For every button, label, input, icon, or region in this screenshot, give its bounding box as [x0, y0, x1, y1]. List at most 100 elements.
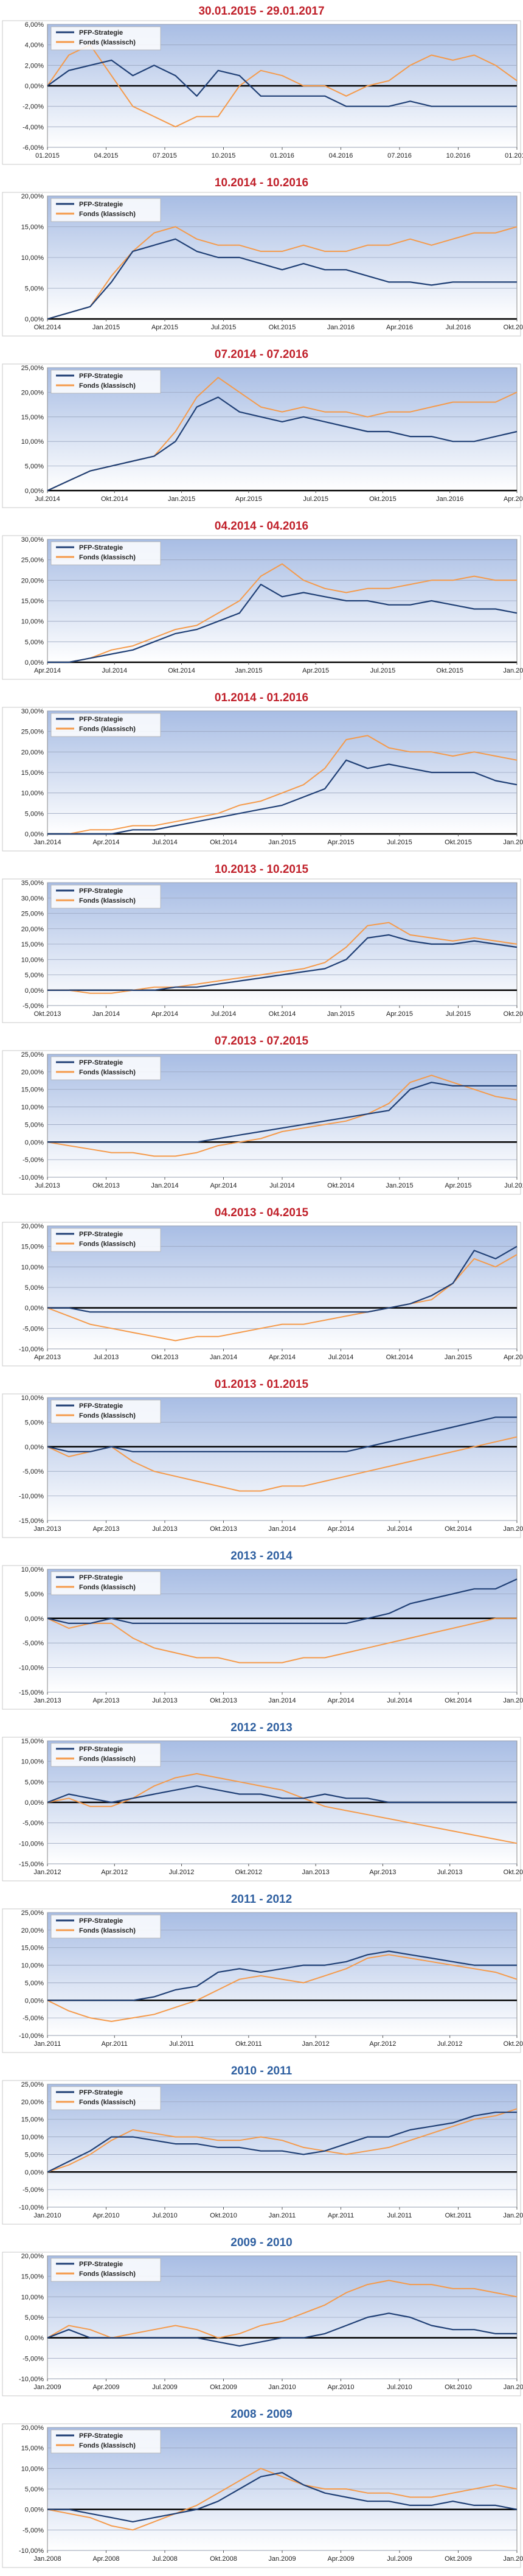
y-tick-label: 2,00%: [25, 62, 44, 69]
chart-panel: 2013 - 2014 -15,00% -10,00% -5,00% 0,00% 5,00…: [0, 1546, 523, 1715]
y-tick-label: 0,00%: [25, 1139, 44, 1146]
series-line-fonds-klassisch: [47, 563, 517, 663]
x-tick-label: Okt.2013: [151, 1354, 179, 1361]
line-chart: -5,00% 0,00% 5,00% 10,00% 15,00% 20,00% 25,00%…: [2, 878, 523, 1023]
x-tick-label: Okt.2014: [34, 324, 61, 331]
x-tick-label: Jul.2015: [446, 1010, 471, 1018]
line-chart: -10,00% -5,00% 0,00% 5,00% 10,00% 15,00% 20,00…: [2, 1222, 523, 1367]
x-tick-label: 04.2016: [329, 152, 353, 159]
x-tick-label: Jul.2011: [387, 2212, 412, 2219]
y-tick-label: 0,00%: [25, 1305, 44, 1312]
line-chart: -10,00% -5,00% 0,00% 5,00% 10,00% 15,00% 20,00…: [2, 2252, 523, 2396]
x-tick-label: Jan.2013: [33, 1697, 61, 1704]
legend: PFP-Strategie Fonds (klassisch): [50, 884, 161, 909]
x-tick-label: Okt.2014: [168, 667, 195, 674]
y-tick-label: 5,00%: [25, 1591, 44, 1598]
legend-label: PFP-Strategie: [79, 2432, 123, 2440]
y-tick-label: 4,00%: [25, 42, 44, 49]
series-line-fonds-klassisch: [47, 44, 518, 128]
chart-title: 01.2013 - 01.2015: [214, 1378, 309, 1391]
series-line-pfp-strategie: [47, 2471, 518, 2522]
x-tick-label: Jan.2015: [445, 1354, 472, 1361]
legend-label: PFP-Strategie: [79, 1059, 123, 1066]
y-tick-label: 15,00%: [21, 2445, 44, 2452]
x-tick-label: Apr.2014: [327, 1525, 354, 1533]
x-tick-label: Okt.2015: [445, 839, 472, 846]
x-tick-label: Okt.2014: [210, 839, 237, 846]
y-tick-label: 10,00%: [21, 1566, 44, 1573]
x-tick-label: Okt.2015: [504, 1010, 523, 1018]
x-tick-label: Jan.2015: [235, 667, 262, 674]
x-tick-label: Okt.2014: [269, 1010, 296, 1018]
x-tick-label: 01.2016: [270, 152, 294, 159]
x-tick-label: Okt.2013: [34, 1010, 61, 1018]
line-chart: -10,00% -5,00% 0,00% 5,00% 10,00% 15,00% 20,00…: [2, 1050, 523, 1195]
y-tick-label: -10,00%: [19, 1493, 44, 1500]
series-line-pfp-strategie: [47, 934, 518, 991]
x-tick-label: Jan.2015: [268, 839, 296, 846]
x-tick-label: Jul.2012: [437, 2040, 463, 2048]
x-tick-label: Okt.2010: [445, 2384, 472, 2391]
legend-label: PFP-Strategie: [79, 29, 123, 37]
chart-title: 01.2014 - 01.2016: [214, 691, 309, 704]
series-line-fonds-klassisch: [47, 1254, 518, 1342]
x-tick-label: Apr.2010: [92, 2212, 119, 2219]
legend-label: Fonds (klassisch): [79, 2099, 136, 2106]
y-tick-label: -10,00%: [19, 1174, 44, 1181]
y-tick-label: -5,00%: [23, 1325, 44, 1332]
y-tick-label: 10,00%: [21, 1264, 44, 1271]
legend: PFP-Strategie Fonds (klassisch): [50, 1743, 161, 1767]
legend: PFP-Strategie Fonds (klassisch): [50, 369, 161, 394]
y-tick-label: 5,00%: [25, 2151, 44, 2158]
x-tick-label: Jul.2013: [152, 1525, 178, 1533]
y-tick-label: -10,00%: [19, 2032, 44, 2040]
y-tick-label: 0,00%: [25, 2169, 44, 2176]
x-tick-label: Jul.2013: [152, 1697, 178, 1704]
y-tick-label: -15,00%: [19, 1517, 44, 1525]
y-tick-label: 5,00%: [25, 2486, 44, 2493]
x-tick-label: Jul.2015: [504, 1182, 523, 1189]
x-tick-label: Apr.2015: [302, 667, 329, 674]
y-tick-label: 10,00%: [21, 1395, 44, 1402]
y-tick-label: -5,00%: [23, 2355, 44, 2362]
series-line-pfp-strategie: [47, 1245, 518, 1313]
chart-panel: 01.2014 - 01.2016 0,00% 5,00% 10,00% 15,00% 2…: [0, 688, 523, 857]
legend: PFP-Strategie Fonds (klassisch): [50, 541, 161, 565]
x-tick-label: Apr.2014: [269, 1354, 296, 1361]
x-tick-label: Jan.2014: [210, 1354, 237, 1361]
y-tick-label: 0,00%: [25, 316, 44, 323]
chart-panel: 10.2014 - 10.2016 0,00% 5,00% 10,00% 15,00% 2…: [0, 173, 523, 342]
y-tick-label: 25,00%: [21, 557, 44, 564]
chart-panel: 04.2013 - 04.2015 -10,00% -5,00% 0,00% 5,00%…: [0, 1203, 523, 1372]
y-tick-label: 20,00%: [21, 2099, 44, 2106]
series-line-fonds-klassisch: [47, 1773, 518, 1844]
series-line-pfp-strategie: [47, 1578, 518, 1625]
y-tick-label: 10,00%: [21, 2134, 44, 2141]
x-tick-label: Jul.2014: [211, 1010, 237, 1018]
x-tick-label: Jul.2012: [169, 1869, 195, 1876]
x-tick-label: Jul.2016: [446, 324, 471, 331]
x-tick-label: Okt.2014: [101, 495, 128, 503]
y-tick-label: 20,00%: [21, 1069, 44, 1076]
y-tick-label: 25,00%: [21, 1051, 44, 1059]
x-tick-label: Apr.2014: [327, 1697, 354, 1704]
x-tick-label: Jan.2010: [33, 2212, 61, 2219]
x-tick-label: Apr.2015: [235, 495, 262, 503]
line-chart: 0,00% 5,00% 10,00% 15,00% 20,00% 25,00% 30,00%…: [2, 707, 523, 852]
legend: PFP-Strategie Fonds (klassisch): [50, 1571, 161, 1595]
legend-label: Fonds (klassisch): [79, 1927, 136, 1934]
x-tick-label: Okt.2009: [210, 2384, 237, 2391]
legend-label: Fonds (klassisch): [79, 382, 136, 390]
x-tick-label: Apr.2009: [92, 2384, 119, 2391]
chart-panel: 2012 - 2013 -15,00% -10,00% -5,00% 0,00% 5,00…: [0, 1718, 523, 1887]
x-tick-label: Jul.2013: [437, 1869, 463, 1876]
x-tick-label: Jan.2012: [302, 2040, 330, 2048]
x-tick-label: Okt.2008: [210, 2555, 237, 2563]
x-tick-label: Jan.2010: [268, 2384, 296, 2391]
y-tick-label: 15,00%: [21, 1244, 44, 1251]
line-chart: -15,00% -10,00% -5,00% 0,00% 5,00% 10,00% Jan.…: [2, 1565, 523, 1710]
legend-label: PFP-Strategie: [79, 1574, 123, 1581]
series-line-fonds-klassisch: [47, 1617, 517, 1664]
x-tick-label: 01.2015: [35, 152, 60, 159]
x-tick-label: Jul.2014: [102, 667, 127, 674]
